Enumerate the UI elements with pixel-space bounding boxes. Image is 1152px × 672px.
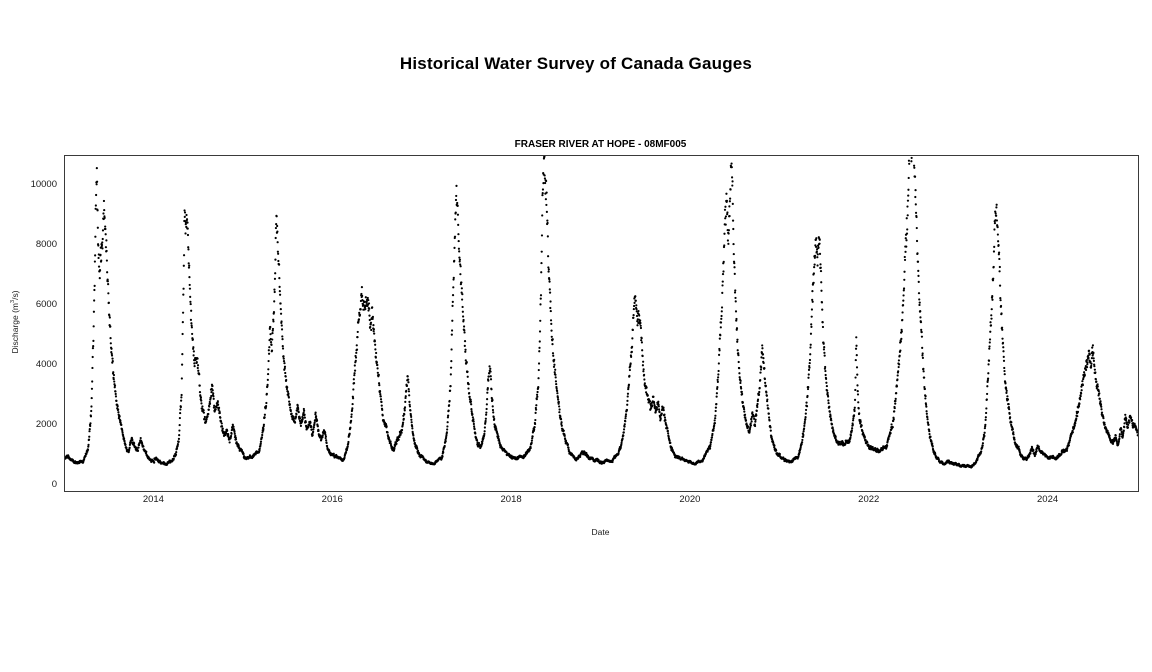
y-tick-label: 6000 bbox=[35, 298, 57, 310]
x-axis-label: Date bbox=[591, 527, 610, 537]
scatter-canvas bbox=[65, 156, 1138, 491]
y-tick-label: 2000 bbox=[35, 418, 57, 430]
x-tick-label: 2014 bbox=[142, 494, 164, 505]
y-tick-label: 4000 bbox=[35, 358, 57, 370]
y-tick-label: 0 bbox=[51, 478, 57, 490]
y-tick-label: 10000 bbox=[30, 178, 57, 190]
x-tick-label: 2020 bbox=[679, 494, 701, 505]
plot-frame bbox=[64, 155, 1139, 492]
x-tick-label: 2024 bbox=[1037, 494, 1059, 505]
y-axis-label: Discharge (m3/s) bbox=[10, 290, 20, 354]
page-title: Historical Water Survey of Canada Gauges bbox=[399, 54, 753, 73]
x-tick-label: 2018 bbox=[500, 494, 522, 505]
y-tick-label: 8000 bbox=[35, 238, 57, 250]
x-tick-label: 2016 bbox=[321, 494, 343, 505]
chart-panel-title: FRASER RIVER AT HOPE - 08MF005 bbox=[514, 139, 687, 150]
x-tick-label: 2022 bbox=[858, 494, 880, 505]
